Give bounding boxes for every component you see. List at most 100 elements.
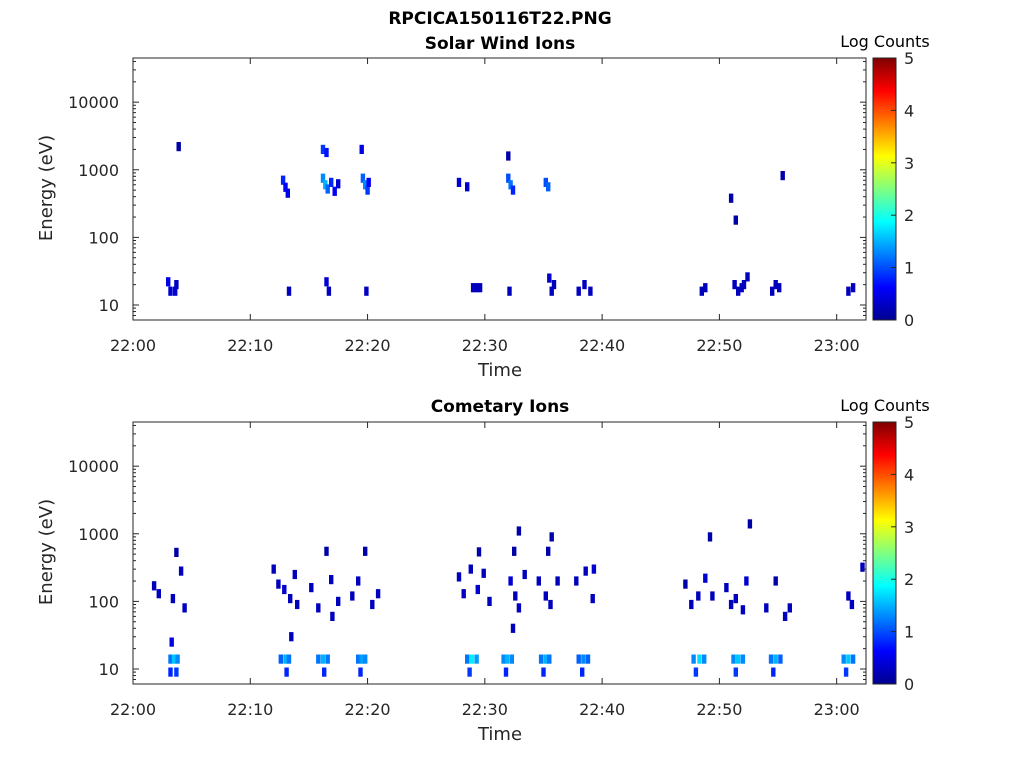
cometary-cell: [697, 654, 702, 664]
cometary-cell: [481, 568, 486, 578]
cometary-cell: [182, 603, 187, 613]
solar-wind-x-tick-label: 22:50: [696, 336, 742, 355]
cometary-cell: [549, 532, 554, 542]
solar-wind-cell: [360, 173, 366, 183]
cometary-cell: [536, 576, 541, 586]
solar-wind-colorbar-tick-label: 4: [904, 101, 914, 120]
cometary-cell: [703, 573, 708, 583]
cometary-cell: [178, 566, 184, 576]
solar-wind-cell: [456, 177, 462, 187]
cometary-x-tick-label: 22:10: [227, 700, 273, 719]
cometary-y-tick-label: 10000: [68, 457, 119, 476]
solar-wind-x-tick-label: 22:30: [462, 336, 508, 355]
cometary-cell: [773, 654, 778, 664]
cometary-cell: [503, 667, 509, 677]
cometary-cell: [574, 576, 579, 586]
solar-wind-cell: [285, 188, 290, 198]
solar-wind-cell: [733, 215, 738, 225]
cometary-cell: [691, 654, 696, 664]
cometary-cell: [543, 591, 548, 601]
solar-wind-y-tick-label: 10000: [68, 93, 119, 112]
cometary-cell: [324, 546, 329, 556]
cometary-colorbar-tick-label: 1: [904, 623, 914, 642]
cometary-cell: [744, 576, 749, 586]
cometary-cell: [467, 667, 472, 677]
cometary-cell: [516, 526, 522, 536]
cometary-cell: [747, 519, 753, 529]
cometary-x-tick-label: 22:50: [696, 700, 742, 719]
solar-wind-panel: Solar Wind Ions Time Energy (eV) 22:00 22…: [36, 32, 930, 381]
cometary-cell: [476, 547, 482, 557]
solar-wind-cell: [507, 286, 512, 296]
solar-wind-x-tick-label: 23:00: [814, 336, 860, 355]
cometary-cell: [330, 611, 335, 621]
cometary-cell: [171, 654, 177, 664]
cometary-cell: [475, 584, 480, 595]
cometary-cell: [510, 623, 516, 633]
solar-wind-x-tick-label: 22:10: [227, 336, 273, 355]
solar-wind-cell: [846, 286, 851, 296]
solar-wind-colorbar-tick-label: 2: [904, 206, 914, 225]
cometary-cell: [547, 654, 552, 664]
cometary-colorbar-title: Log Counts: [840, 396, 930, 415]
cometary-cell: [469, 654, 475, 664]
cometary-cell: [773, 576, 778, 586]
cometary-cell: [295, 599, 300, 610]
cometary-panel: Cometary Ions Time Energy (eV) 22:00 22:1…: [36, 396, 930, 745]
cometary-colorbar-tick-label: 4: [904, 465, 914, 484]
cometary-cell: [320, 654, 326, 664]
solar-wind-colorbar-title: Log Counts: [840, 32, 930, 51]
solar-wind-cell: [320, 144, 326, 154]
solar-wind-cell: [323, 180, 328, 190]
cometary-cell: [513, 591, 518, 601]
solar-wind-cell: [477, 283, 483, 293]
cometary-cell: [284, 667, 289, 677]
cometary-cell: [487, 596, 492, 606]
solar-wind-cell: [174, 280, 179, 290]
solar-wind-cell: [546, 182, 551, 192]
cometary-cell: [728, 599, 734, 610]
cometary-cell: [702, 654, 707, 664]
solar-wind-xlabel: Time: [477, 360, 522, 381]
solar-wind-cell: [576, 286, 581, 296]
cometary-cell: [508, 576, 513, 586]
cometary-cell: [276, 579, 281, 589]
solar-wind-axes-box: [132, 57, 867, 321]
cometary-cell: [512, 546, 517, 556]
solar-wind-cell: [320, 173, 326, 183]
solar-wind-cell: [506, 173, 511, 183]
cometary-cell: [740, 605, 746, 615]
cometary-cell: [271, 564, 276, 574]
solar-wind-y-tick-label: 100: [88, 228, 119, 247]
cometary-cell: [509, 654, 514, 664]
cometary-cell: [156, 589, 161, 599]
cometary-cell: [501, 654, 506, 664]
solar-wind-cell: [326, 286, 332, 296]
solar-wind-cell: [365, 185, 370, 195]
cometary-cell: [843, 667, 849, 677]
cometary-cell: [548, 599, 553, 610]
solar-wind-cell: [176, 142, 181, 152]
cometary-cell: [322, 667, 327, 677]
solar-wind-cell: [324, 147, 329, 158]
cometary-cell: [538, 654, 544, 664]
solar-wind-colorbar-tick-label: 1: [904, 259, 914, 278]
solar-wind-cell: [543, 177, 548, 187]
solar-wind-cell: [547, 273, 552, 283]
cometary-colorbar-tick-label: 5: [904, 413, 914, 432]
cometary-cell: [583, 566, 588, 576]
cometary-cell: [456, 572, 462, 582]
solar-wind-colorbar-tick-label: 3: [904, 154, 914, 173]
solar-wind-colorbar-tick-label: 5: [904, 49, 914, 68]
cometary-cell: [474, 654, 479, 664]
cometary-cell: [151, 581, 157, 591]
cometary-cell: [768, 654, 774, 664]
solar-wind-cell: [173, 286, 178, 296]
solar-wind-y-tick-label: 1000: [78, 161, 119, 180]
cometary-cell: [849, 599, 855, 610]
solar-wind-cell: [773, 280, 778, 290]
cometary-colorbar-tick-label: 3: [904, 518, 914, 537]
solar-wind-cells: [166, 142, 856, 296]
solar-wind-cell: [465, 182, 470, 192]
